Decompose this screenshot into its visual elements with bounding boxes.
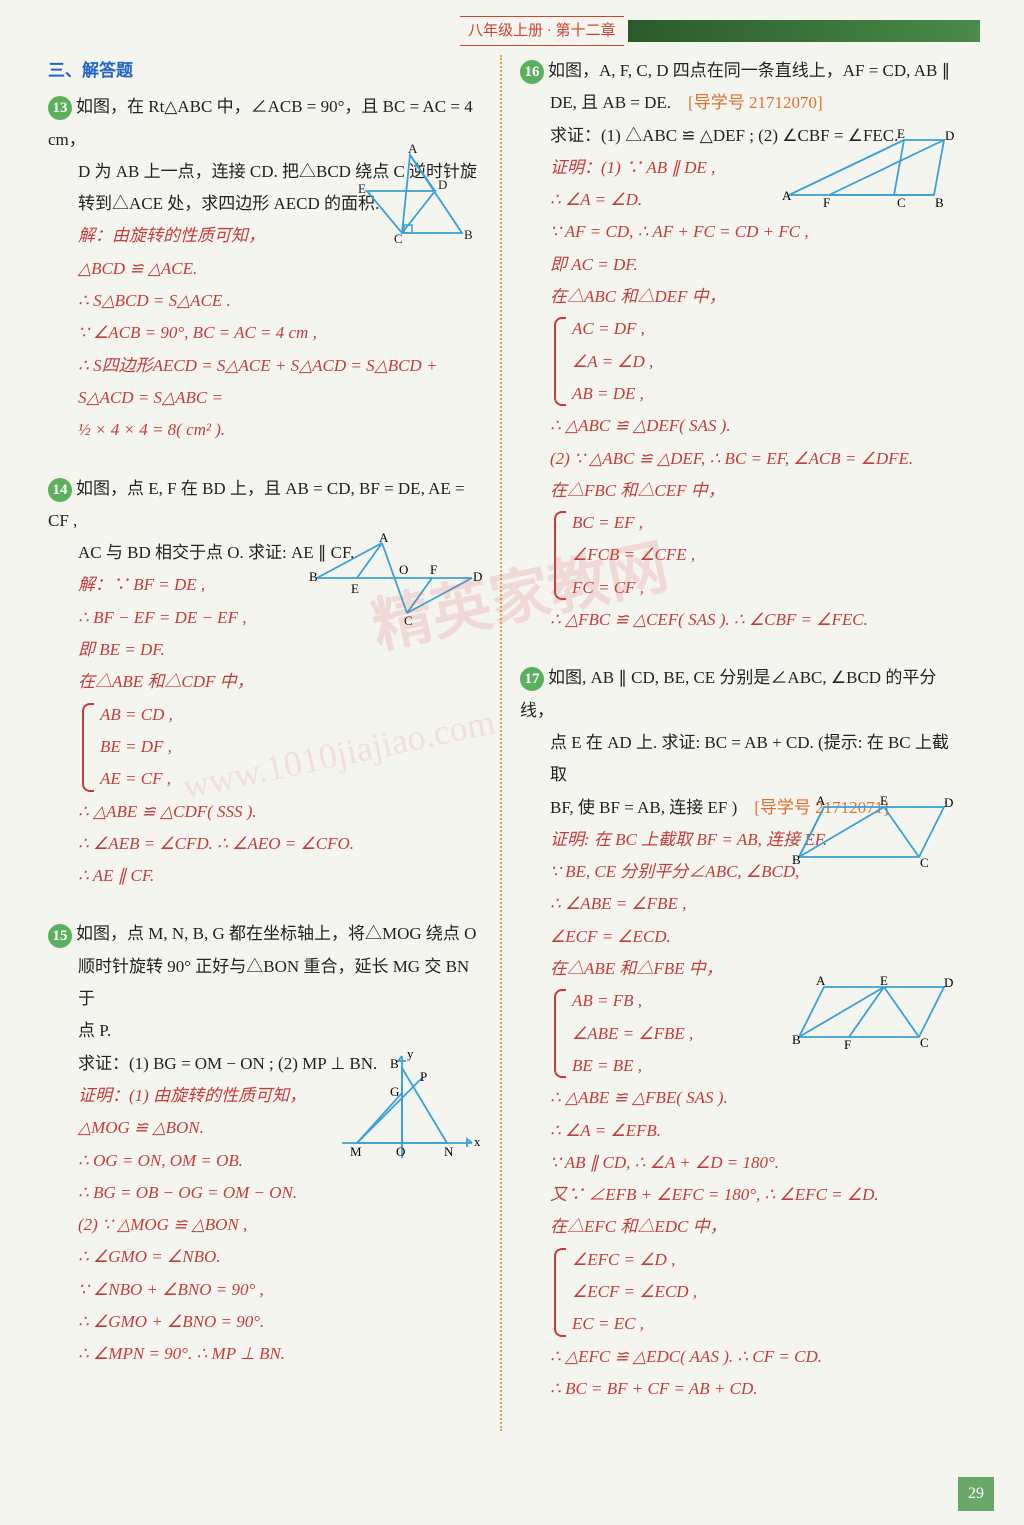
- svg-text:P: P: [420, 1069, 427, 1084]
- page-content: 三、解答题 A B C D E 13如图，在 Rt△ABC 中，∠ACB = 9…: [40, 55, 984, 1431]
- qnum-13: 13: [48, 96, 72, 120]
- right-column: A B C F D E 16如图，A, F, C, D 四点在同一条直线上，AF…: [502, 55, 962, 1431]
- svg-text:B: B: [935, 195, 944, 210]
- brace-17a: AB = FB , ∠ABE = ∠FBE , BE = BE ,: [550, 985, 954, 1082]
- left-column: 三、解答题 A B C D E 13如图，在 Rt△ABC 中，∠ACB = 9…: [40, 55, 500, 1431]
- problem-16: A B C F D E 16如图，A, F, C, D 四点在同一条直线上，AF…: [520, 55, 954, 636]
- brace-14: AB = CD , BE = DF , AE = CF ,: [78, 699, 482, 796]
- chapter-label: 八年级上册 · 第十二章: [460, 16, 624, 47]
- svg-text:A: A: [816, 793, 826, 808]
- svg-text:E: E: [880, 793, 888, 808]
- svg-text:C: C: [404, 613, 413, 628]
- figure-15: M O N x B G P y: [332, 1048, 482, 1168]
- svg-text:D: D: [945, 128, 954, 143]
- qnum-15: 15: [48, 924, 72, 948]
- qnum-16: 16: [520, 60, 544, 84]
- svg-text:y: y: [407, 1048, 414, 1061]
- figure-17a: A B C D E: [784, 792, 954, 872]
- figure-16: A B C F D E: [779, 125, 954, 215]
- svg-text:E: E: [358, 181, 366, 196]
- svg-text:D: D: [473, 569, 482, 584]
- svg-text:B: B: [390, 1056, 399, 1071]
- brace-17b: ∠EFC = ∠D , ∠ECF = ∠ECD , EC = EC ,: [550, 1244, 954, 1341]
- svg-text:F: F: [823, 195, 830, 210]
- qnum-17: 17: [520, 667, 544, 691]
- svg-text:M: M: [350, 1144, 362, 1159]
- svg-text:x: x: [474, 1134, 481, 1149]
- svg-text:D: D: [438, 177, 447, 192]
- svg-text:C: C: [920, 855, 929, 870]
- svg-text:N: N: [444, 1144, 454, 1159]
- svg-text:B: B: [309, 569, 318, 584]
- svg-text:A: A: [379, 533, 389, 545]
- problem-15: M O N x B G P y 15如图，点 M, N, B, G 都在坐标轴上…: [48, 918, 482, 1370]
- svg-text:G: G: [390, 1084, 399, 1099]
- svg-text:O: O: [399, 562, 408, 577]
- brace-16a: AC = DF , ∠A = ∠D , AB = DE ,: [550, 313, 954, 410]
- header-decor: [628, 20, 981, 42]
- brace-16b: BC = EF , ∠FCB = ∠CFE , FC = CF ,: [550, 507, 954, 604]
- problem-14: A B C D E F O 14如图，点 E, F 在 BD 上，且 AB = …: [48, 473, 482, 893]
- qnum-14: 14: [48, 478, 72, 502]
- svg-text:F: F: [430, 562, 437, 577]
- svg-text:O: O: [396, 1144, 405, 1159]
- svg-text:C: C: [394, 231, 403, 246]
- svg-text:B: B: [792, 852, 801, 867]
- svg-text:B: B: [464, 227, 473, 242]
- svg-text:A: A: [408, 143, 418, 156]
- svg-text:E: E: [897, 126, 905, 141]
- header-bar: 八年级上册 · 第十二章: [460, 18, 980, 44]
- svg-text:C: C: [897, 195, 906, 210]
- figure-13: A B C D E: [332, 143, 482, 253]
- section-title: 三、解答题: [48, 55, 482, 87]
- problem-17: A B C D E A B C D E F 17如图, AB: [520, 662, 954, 1405]
- svg-text:D: D: [944, 795, 953, 810]
- figure-14: A B C D E F O: [307, 533, 482, 628]
- svg-text:A: A: [782, 188, 792, 203]
- problem-13: A B C D E 13如图，在 Rt△ABC 中，∠ACB = 90°，且 B…: [48, 91, 482, 446]
- svg-text:E: E: [351, 581, 359, 596]
- page-number: 29: [958, 1477, 994, 1511]
